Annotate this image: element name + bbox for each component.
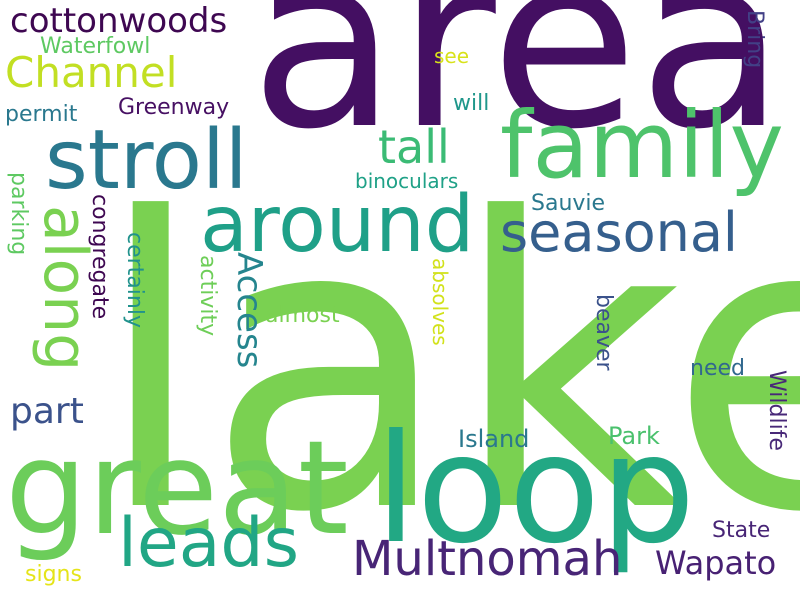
word-see: see — [434, 44, 470, 68]
word-binoculars: binoculars — [355, 169, 459, 193]
word-permit: permit — [5, 102, 78, 127]
word-leads: leads — [118, 504, 299, 583]
word-stroll: stroll — [45, 113, 248, 208]
word-congregate: congregate — [87, 194, 112, 320]
word-seasonal: seasonal — [500, 201, 738, 264]
word-channel: Channel — [5, 48, 178, 97]
word-greenway: Greenway — [118, 95, 230, 120]
word-almost: almost — [265, 303, 340, 328]
word-beaver: beaver — [591, 294, 616, 371]
word-absolves: absolves — [428, 258, 452, 346]
word-tall: tall — [378, 120, 450, 174]
word-activity: activity — [195, 255, 220, 337]
word-wapato: Wapato — [655, 544, 777, 582]
word-wildlife: Wildlife — [764, 370, 789, 451]
word-lake: lake — [95, 135, 800, 600]
word-along: along — [30, 205, 100, 372]
word-certainly: certainly — [122, 232, 147, 328]
word-need: need — [690, 356, 745, 381]
word-sauvie: Sauvie — [531, 191, 606, 216]
word-cottonwoods: cottonwoods — [10, 1, 228, 41]
word-island: Island — [458, 425, 530, 453]
word-part: part — [10, 391, 84, 432]
word-signs: signs — [25, 562, 82, 587]
word-multnomah: Multnomah — [352, 531, 623, 587]
word-will: will — [453, 91, 490, 116]
word-great: great — [5, 412, 349, 564]
word-access: Access — [229, 252, 269, 369]
word-state: State — [712, 518, 771, 543]
word-around: around — [200, 180, 475, 270]
word-waterfowl: Waterfowl — [40, 34, 151, 59]
word-loop: loop — [375, 403, 696, 577]
word-parking: parking — [6, 172, 31, 256]
word-family: family — [500, 92, 784, 199]
word-park: Park — [608, 422, 660, 450]
word-bring: Bring — [742, 10, 767, 69]
word-area: area — [250, 0, 786, 182]
